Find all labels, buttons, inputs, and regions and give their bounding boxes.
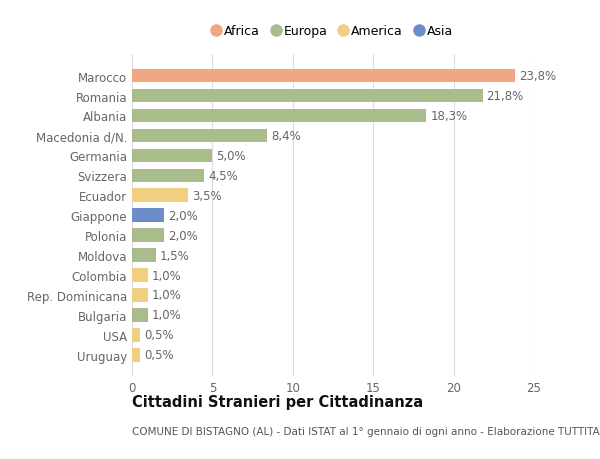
Text: 0,5%: 0,5% (144, 348, 173, 362)
Bar (132, 90, 482, 103)
Text: 2,0%: 2,0% (168, 229, 198, 242)
Bar (132, 289, 148, 302)
Bar (132, 308, 148, 322)
Bar (132, 269, 148, 282)
Text: COMUNE DI BISTAGNO (AL) - Dati ISTAT al 1° gennaio di ogni anno - Elaborazione T: COMUNE DI BISTAGNO (AL) - Dati ISTAT al … (132, 426, 600, 436)
Bar (132, 249, 156, 262)
Bar (132, 189, 188, 202)
Text: 0,5%: 0,5% (144, 329, 173, 341)
Text: 8,4%: 8,4% (271, 129, 301, 143)
Bar (132, 209, 164, 223)
Bar (132, 149, 212, 163)
Legend: Africa, Europa, America, Asia: Africa, Europa, America, Asia (211, 23, 455, 41)
Text: 5,0%: 5,0% (217, 150, 246, 162)
Text: 1,0%: 1,0% (152, 289, 182, 302)
Bar (132, 129, 267, 143)
Text: 21,8%: 21,8% (487, 90, 524, 103)
Text: 18,3%: 18,3% (430, 110, 467, 123)
Text: 2,0%: 2,0% (168, 209, 198, 222)
Text: 1,0%: 1,0% (152, 269, 182, 282)
Bar (132, 110, 426, 123)
Bar (132, 328, 140, 342)
Text: 23,8%: 23,8% (519, 70, 556, 83)
Bar (132, 169, 205, 183)
Bar (132, 348, 140, 362)
Text: 4,5%: 4,5% (208, 169, 238, 182)
Text: 3,5%: 3,5% (193, 190, 222, 202)
Text: 1,5%: 1,5% (160, 249, 190, 262)
Text: Cittadini Stranieri per Cittadinanza: Cittadini Stranieri per Cittadinanza (132, 394, 423, 409)
Bar (132, 229, 164, 242)
Bar (132, 70, 515, 83)
Text: 1,0%: 1,0% (152, 309, 182, 322)
